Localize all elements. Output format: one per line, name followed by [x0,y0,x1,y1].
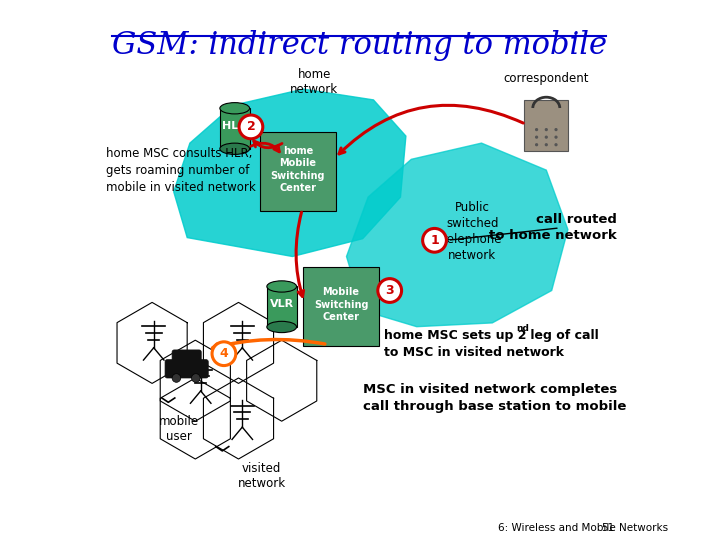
Text: 4: 4 [220,347,228,360]
Circle shape [544,128,548,131]
Circle shape [192,374,200,382]
Circle shape [535,136,538,139]
Polygon shape [346,143,568,327]
Circle shape [544,143,548,146]
FancyBboxPatch shape [303,267,379,346]
Text: Public
switched
telephone
network: Public switched telephone network [443,201,502,261]
FancyBboxPatch shape [524,100,569,151]
Circle shape [554,136,557,139]
Text: Mobile
Switching
Center: Mobile Switching Center [314,287,369,322]
Text: VLR: VLR [269,299,294,309]
Text: home MSC sets up 2: home MSC sets up 2 [384,329,527,342]
FancyBboxPatch shape [267,286,297,327]
Text: home
network: home network [290,68,338,96]
Text: nd: nd [517,324,529,333]
FancyBboxPatch shape [260,132,336,211]
Circle shape [378,279,402,302]
Ellipse shape [267,281,297,292]
Text: home MSC consults HLR,
gets roaming number of
mobile in visited network: home MSC consults HLR, gets roaming numb… [107,146,256,194]
Circle shape [554,128,557,131]
Circle shape [544,136,548,139]
Text: visited
network: visited network [238,462,286,490]
Text: leg of call: leg of call [526,329,599,342]
Text: GSM: indirect routing to mobile: GSM: indirect routing to mobile [112,30,606,60]
FancyBboxPatch shape [220,108,250,148]
Text: correspondent: correspondent [503,72,589,85]
Circle shape [554,143,557,146]
FancyBboxPatch shape [165,360,208,378]
Text: MSC in visited network completes: MSC in visited network completes [363,383,617,396]
Ellipse shape [220,143,250,154]
Text: home
Mobile
Switching
Center: home Mobile Switching Center [271,146,325,193]
Circle shape [423,228,446,252]
FancyBboxPatch shape [172,350,202,364]
Text: HLR: HLR [222,121,247,131]
Circle shape [535,128,538,131]
Circle shape [535,143,538,146]
Text: to MSC in visited network: to MSC in visited network [384,346,564,359]
Text: 1: 1 [430,234,439,247]
Text: 51: 51 [602,523,615,533]
Ellipse shape [220,103,250,114]
Circle shape [212,342,236,366]
Circle shape [239,115,263,139]
Ellipse shape [267,321,297,333]
Text: call through base station to mobile: call through base station to mobile [363,400,626,413]
Text: 6: Wireless and Mobile Networks: 6: Wireless and Mobile Networks [498,523,668,533]
Text: mobile
user: mobile user [159,415,199,443]
Text: 2: 2 [246,120,256,133]
Text: call routed
to home network: call routed to home network [489,213,616,242]
Circle shape [172,374,181,382]
Polygon shape [174,89,406,256]
Text: 3: 3 [385,284,394,297]
